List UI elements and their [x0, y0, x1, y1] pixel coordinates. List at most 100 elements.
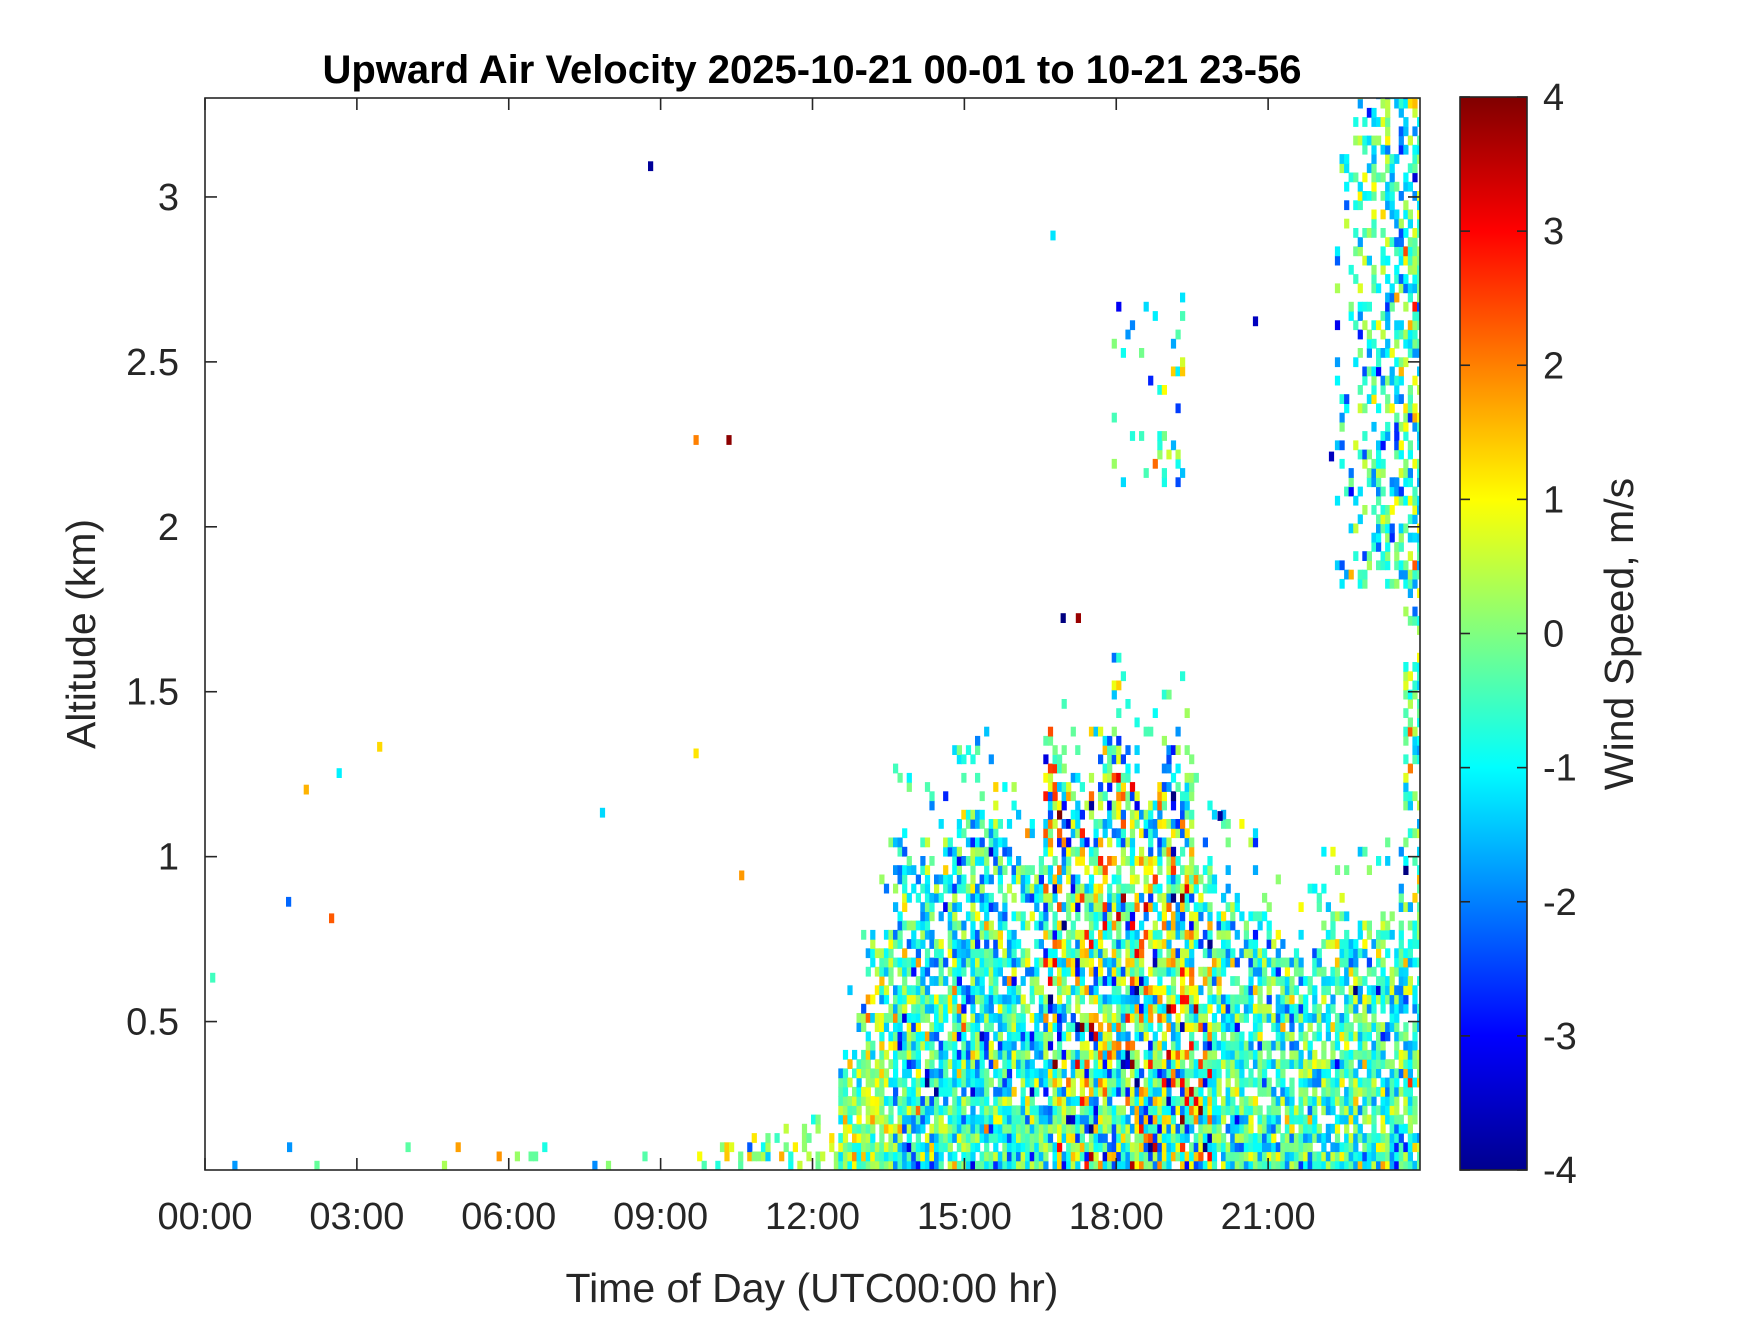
heatmap-cell	[1075, 1114, 1081, 1125]
heatmap-cell	[1107, 1068, 1113, 1079]
heatmap-cell	[847, 1096, 853, 1106]
heatmap-cell	[929, 957, 935, 968]
heatmap-cell	[897, 1142, 903, 1153]
heatmap-cell	[1157, 994, 1163, 1005]
heatmap-cell	[1225, 994, 1231, 1005]
heatmap-cell	[1417, 1151, 1420, 1162]
heatmap-cell	[1398, 255, 1404, 266]
heatmap-cell	[1002, 1040, 1008, 1051]
heatmap-cell	[1180, 800, 1186, 811]
heatmap-cell	[911, 1105, 917, 1116]
heatmap-cell	[1334, 560, 1341, 571]
heatmap-cell	[1389, 163, 1395, 174]
heatmap-cell	[1303, 1142, 1309, 1153]
heatmap-cell	[938, 892, 944, 903]
heatmap-cell	[1353, 1105, 1359, 1116]
heatmap-cell	[1348, 985, 1354, 996]
heatmap-cell	[920, 911, 926, 922]
heatmap-cell	[1116, 745, 1122, 755]
heatmap-cell	[1034, 1160, 1040, 1170]
heatmap-cell	[1129, 1003, 1136, 1014]
heatmap-cell	[765, 1133, 771, 1143]
heatmap-cell	[870, 957, 876, 968]
heatmap-cell	[961, 1096, 967, 1106]
heatmap-cell	[1025, 1142, 1031, 1153]
heatmap-cell	[1143, 1049, 1149, 1060]
heatmap-cell	[874, 1151, 880, 1162]
heatmap-cell	[1034, 1114, 1040, 1125]
heatmap-cell	[970, 754, 976, 765]
heatmap-cell	[1366, 163, 1372, 174]
heatmap-cell	[1389, 1003, 1395, 1014]
heatmap-cell	[1088, 1123, 1095, 1134]
heatmap-cell	[1034, 1049, 1040, 1060]
heatmap-cell	[1207, 1151, 1213, 1162]
heatmap-cell	[947, 920, 953, 931]
heatmap-cell	[1011, 800, 1017, 811]
heatmap-cell	[788, 1160, 794, 1170]
heatmap-cell	[1293, 966, 1300, 977]
heatmap-cell	[1403, 726, 1409, 737]
heatmap-cell	[1225, 1096, 1231, 1106]
heatmap-cell	[1011, 1133, 1017, 1143]
heatmap-cell	[1002, 782, 1008, 792]
heatmap-cell	[1380, 514, 1386, 525]
heatmap-cell	[924, 1040, 931, 1051]
heatmap-cell	[975, 985, 981, 996]
heatmap-cell	[852, 1086, 858, 1097]
heatmap-cell	[1098, 1142, 1104, 1153]
heatmap-cell	[815, 1114, 821, 1125]
heatmap-cell	[1166, 957, 1172, 968]
heatmap-cell	[970, 1040, 976, 1051]
heatmap-cell	[1152, 800, 1158, 811]
heatmap-cell	[1066, 819, 1072, 829]
heatmap-cell	[1225, 865, 1231, 875]
heatmap-cell	[943, 1077, 949, 1088]
heatmap-cell	[1312, 1096, 1318, 1106]
heatmap-cell	[952, 1086, 958, 1097]
heatmap-cell	[1175, 1068, 1181, 1079]
heatmap-cell	[1189, 1151, 1195, 1162]
heatmap-cell	[943, 1059, 949, 1069]
heatmap-cell	[970, 902, 976, 912]
heatmap-cell	[1120, 892, 1126, 903]
heatmap-cell	[1221, 1040, 1227, 1051]
heatmap-cell	[1047, 1114, 1054, 1125]
heatmap-cell	[1211, 1086, 1218, 1097]
heatmap-cell	[1385, 421, 1391, 432]
heatmap-cell	[975, 1040, 981, 1051]
heatmap-cell	[1079, 1077, 1085, 1088]
heatmap-cell	[1075, 828, 1081, 839]
heatmap-cell	[993, 1142, 999, 1153]
chart-title: Upward Air Velocity 2025-10-21 00-01 to …	[322, 48, 1301, 92]
heatmap-cell	[1298, 1077, 1304, 1088]
heatmap-cell	[1334, 246, 1341, 257]
heatmap-cell	[1189, 1105, 1195, 1116]
heatmap-cell	[852, 1160, 858, 1170]
heatmap-cell	[528, 1151, 534, 1162]
heatmap-cell	[947, 939, 953, 949]
heatmap-cell	[984, 920, 990, 931]
heatmap-cell	[783, 1123, 789, 1134]
heatmap-cell	[1380, 375, 1386, 386]
heatmap-cell	[1366, 1049, 1372, 1060]
heatmap-cell	[856, 1077, 862, 1088]
heatmap-cell	[1211, 1040, 1218, 1051]
heatmap-cell	[1403, 837, 1409, 848]
heatmap-cell	[979, 966, 985, 977]
heatmap-cell	[1198, 1133, 1204, 1143]
heatmap-cell	[1016, 911, 1022, 922]
heatmap-cell	[1371, 1151, 1377, 1162]
heatmap-cell	[1266, 1049, 1272, 1060]
heatmap-cell	[952, 994, 958, 1005]
heatmap-cell	[1025, 1105, 1031, 1116]
heatmap-cell	[701, 1160, 707, 1170]
heatmap-cell	[1380, 144, 1386, 155]
heatmap-cell	[1221, 1022, 1227, 1032]
heatmap-cell	[870, 1049, 876, 1060]
heatmap-cell	[961, 1049, 967, 1060]
heatmap-cell	[1366, 1096, 1372, 1106]
heatmap-cell	[1417, 671, 1420, 682]
heatmap-cell	[1098, 1105, 1104, 1116]
heatmap-cell	[938, 1123, 944, 1134]
